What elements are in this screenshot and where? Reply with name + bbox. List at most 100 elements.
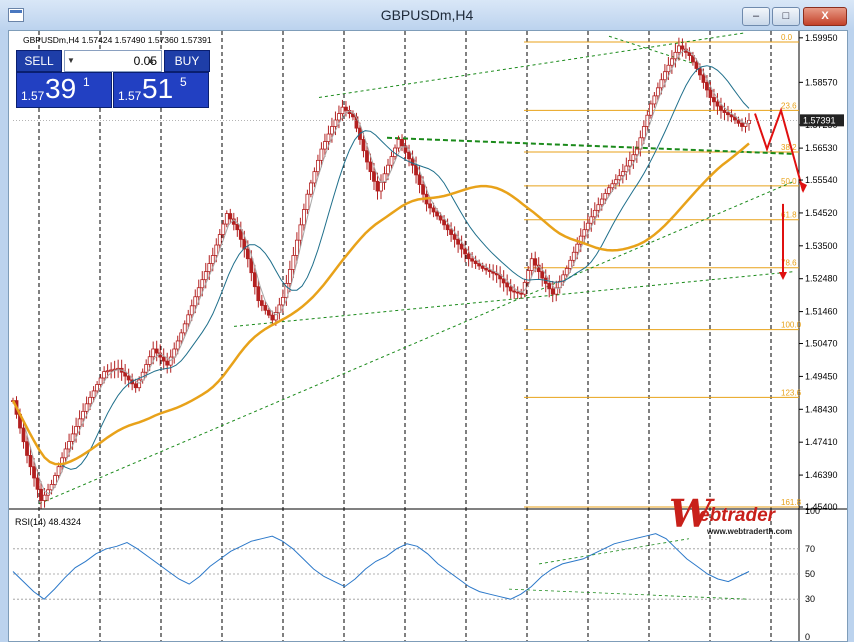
candle-body bbox=[400, 139, 404, 147]
candle-body bbox=[56, 466, 61, 476]
candle-body bbox=[501, 278, 506, 284]
fib-level-label: 100.0 bbox=[781, 321, 802, 330]
candle-body bbox=[252, 272, 257, 288]
candle-body bbox=[382, 173, 387, 183]
candle-body bbox=[224, 213, 229, 225]
candle-body bbox=[529, 258, 534, 271]
candle-body bbox=[291, 255, 296, 270]
candle-body bbox=[540, 271, 545, 279]
candle-body bbox=[323, 141, 327, 150]
candle-body bbox=[249, 258, 254, 274]
candle-body bbox=[515, 291, 520, 294]
candle-body bbox=[582, 229, 587, 237]
candle-body bbox=[564, 267, 569, 276]
candle-body bbox=[480, 265, 485, 269]
candle-body bbox=[280, 297, 285, 306]
candle-body bbox=[585, 222, 590, 231]
candle-body bbox=[669, 58, 674, 66]
candle-body bbox=[536, 264, 541, 273]
candle-body bbox=[186, 314, 191, 325]
candle-body bbox=[386, 164, 390, 175]
candle-body bbox=[701, 74, 706, 83]
candle-body bbox=[533, 258, 538, 266]
trendline-neckline bbox=[386, 136, 795, 155]
candle-body bbox=[487, 269, 492, 273]
candle-body bbox=[466, 253, 471, 260]
sell-price[interactable]: 1.57 39 1 bbox=[16, 72, 112, 108]
price-axis-label: 1.56530 bbox=[805, 143, 838, 153]
candle-body bbox=[95, 384, 100, 392]
candle-body bbox=[263, 305, 268, 311]
sell-button[interactable]: SELL bbox=[16, 50, 62, 72]
one-click-trading-panel: SELL ▼ 0.05 ▲ BUY 1.57 39 1 1.57 51 5 bbox=[16, 50, 210, 108]
candle-body bbox=[235, 223, 240, 231]
chart-area[interactable]: 0.0 23.6 38.2 50.0 61.8 78.6 100.0 123.6 161.8 1.… bbox=[8, 30, 848, 642]
maximize-button[interactable]: □ bbox=[772, 7, 800, 26]
candle-body bbox=[491, 271, 496, 274]
lot-decrease-icon[interactable]: ▼ bbox=[67, 56, 75, 65]
logo-url: www.webtraderth.com bbox=[707, 527, 793, 536]
lot-size-value[interactable]: 0.05 bbox=[133, 54, 157, 68]
candle-body bbox=[431, 207, 436, 213]
rsi-axis-label: 100 bbox=[805, 506, 820, 516]
candle-body bbox=[210, 255, 215, 264]
buy-price[interactable]: 1.57 51 5 bbox=[113, 72, 209, 108]
candle-body bbox=[726, 112, 730, 116]
candle-body bbox=[175, 340, 180, 350]
candle-body bbox=[270, 314, 275, 321]
fib-level-label: 123.6 bbox=[781, 388, 802, 397]
lot-increase-icon[interactable]: ▲ bbox=[147, 56, 155, 65]
candle-body bbox=[613, 179, 618, 185]
lot-size-field[interactable]: ▼ 0.05 ▲ bbox=[64, 50, 162, 72]
price-axis-label: 1.45400 bbox=[805, 502, 838, 512]
buy-button[interactable]: BUY bbox=[164, 50, 210, 72]
candle-body bbox=[344, 106, 348, 111]
candle-body bbox=[729, 114, 734, 118]
candle-body bbox=[719, 105, 723, 111]
candle-body bbox=[133, 383, 138, 389]
candle-body bbox=[631, 154, 636, 161]
candle-body bbox=[445, 224, 450, 231]
fib-level-label: 50.0 bbox=[781, 177, 797, 186]
candle-body bbox=[372, 171, 376, 182]
candle-body bbox=[161, 356, 166, 362]
candle-body bbox=[242, 238, 247, 250]
moving-average-slow bbox=[11, 142, 750, 466]
candle-body bbox=[694, 61, 699, 69]
candle-body bbox=[627, 159, 632, 167]
candle-body bbox=[617, 175, 622, 181]
candle-body bbox=[196, 287, 201, 298]
candle-body bbox=[389, 156, 394, 166]
candle-body bbox=[207, 263, 212, 273]
buy-price-main: 51 bbox=[142, 73, 174, 104]
moving-average-fast bbox=[12, 65, 750, 470]
trendline-long-support bbox=[38, 180, 795, 505]
candle-body bbox=[652, 95, 657, 105]
candle-body bbox=[606, 187, 611, 194]
forecast-path-arrow bbox=[754, 107, 804, 192]
candle-body bbox=[25, 441, 29, 456]
candle-body bbox=[340, 106, 345, 115]
candle-body bbox=[273, 312, 278, 321]
candle-body bbox=[368, 161, 373, 173]
close-button[interactable]: X bbox=[803, 7, 847, 26]
candle-body bbox=[456, 238, 461, 245]
candle-body bbox=[39, 488, 43, 501]
buy-price-prefix: 1.57 bbox=[118, 89, 142, 103]
chart-canvas[interactable]: 0.023.638.250.061.878.6100.0123.6161.81.… bbox=[9, 31, 847, 641]
candle-body bbox=[505, 282, 510, 288]
current-price-label: 1.57391 bbox=[803, 115, 836, 125]
sell-price-main: 39 bbox=[45, 73, 77, 104]
candles-group bbox=[11, 37, 751, 509]
candle-body bbox=[708, 89, 713, 98]
candle-body bbox=[91, 390, 96, 398]
candle-body bbox=[375, 180, 380, 192]
candle-body bbox=[673, 51, 678, 60]
candle-body bbox=[179, 332, 184, 342]
title-bar[interactable]: GBPUSDm,H4 – □ X bbox=[0, 0, 854, 30]
candle-body bbox=[740, 122, 744, 127]
candle-body bbox=[645, 114, 650, 127]
moving-average-thin bbox=[12, 49, 750, 495]
sell-price-prefix: 1.57 bbox=[21, 89, 45, 103]
minimize-button[interactable]: – bbox=[742, 7, 770, 26]
